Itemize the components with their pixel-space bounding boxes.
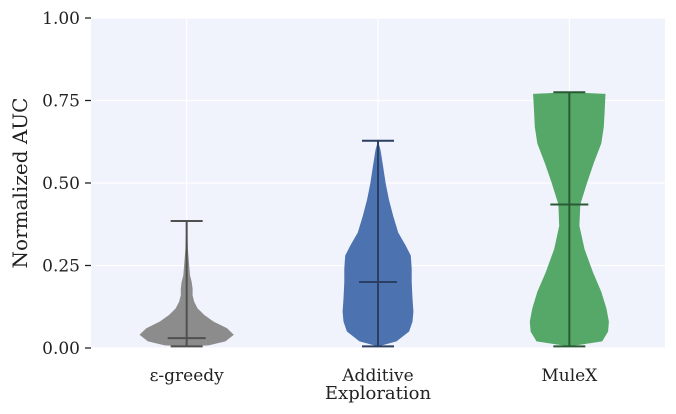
x-tick-label: ε-greedy	[150, 366, 225, 386]
y-tick-label: 0.00	[42, 339, 80, 359]
y-axis: 0.00 0.25 0.50 0.75 1.00	[42, 9, 91, 359]
y-tick-label: 0.50	[42, 174, 80, 194]
violins	[139, 91, 609, 348]
x-axis: ε-greedy Additive MuleX	[150, 366, 599, 386]
y-axis-label: Normalized AUC	[8, 98, 32, 269]
x-axis-label: Exploration	[325, 383, 432, 404]
y-tick-label: 0.25	[42, 257, 80, 277]
x-tick-label: Additive	[341, 366, 413, 386]
x-tick-label: MuleX	[541, 366, 598, 386]
y-tick-label: 1.00	[42, 9, 80, 29]
y-tick-label: 0.75	[42, 92, 80, 112]
